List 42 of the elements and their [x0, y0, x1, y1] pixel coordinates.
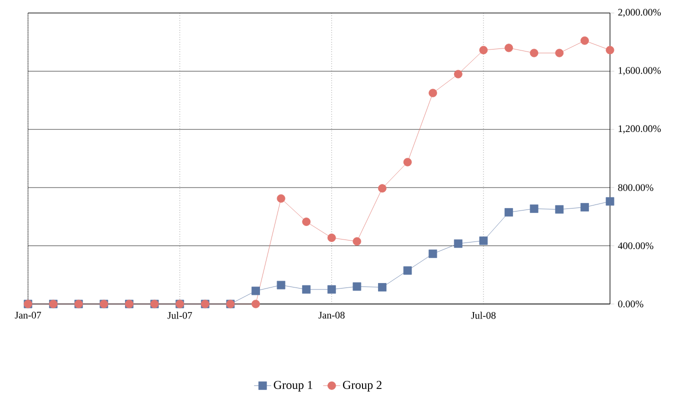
y-tick-label: 0.00% [618, 300, 644, 308]
y-tick-label: 1,200.00% [618, 125, 661, 134]
point [302, 218, 311, 226]
point [504, 44, 513, 52]
point [428, 250, 438, 258]
point [276, 280, 286, 290]
point [555, 205, 564, 214]
point [352, 237, 362, 246]
point [530, 204, 538, 213]
point [555, 48, 564, 58]
point [454, 239, 462, 248]
point [479, 46, 488, 54]
point [276, 194, 286, 203]
x-tick-label: Jul-08 [471, 312, 496, 319]
point [252, 300, 260, 308]
point [302, 285, 311, 294]
y-tick-label: 1,600.00% [618, 67, 661, 76]
point [252, 286, 260, 296]
point [403, 158, 412, 166]
point [327, 285, 336, 294]
point [580, 36, 589, 45]
point [352, 282, 362, 291]
point [327, 234, 336, 242]
point [504, 208, 513, 217]
point [530, 48, 538, 58]
point [606, 197, 614, 206]
point [454, 70, 462, 78]
x-tick-label: Jan-07 [14, 312, 42, 319]
point [403, 266, 412, 275]
point [378, 283, 386, 292]
y-tick-label: 400.00% [618, 242, 654, 250]
point [606, 46, 614, 54]
point [378, 184, 386, 193]
point [580, 203, 589, 212]
point [428, 88, 438, 98]
legend-label: Group 1 [274, 380, 312, 392]
point [479, 236, 488, 245]
legend-label: Group 2 [342, 380, 382, 392]
x-tick-label: Jan-08 [318, 312, 345, 319]
y-tick-label: 2,000.00% [618, 8, 661, 18]
y-tick-label: 800.00% [618, 184, 654, 191]
x-tick-label: Jul-07 [168, 312, 192, 319]
